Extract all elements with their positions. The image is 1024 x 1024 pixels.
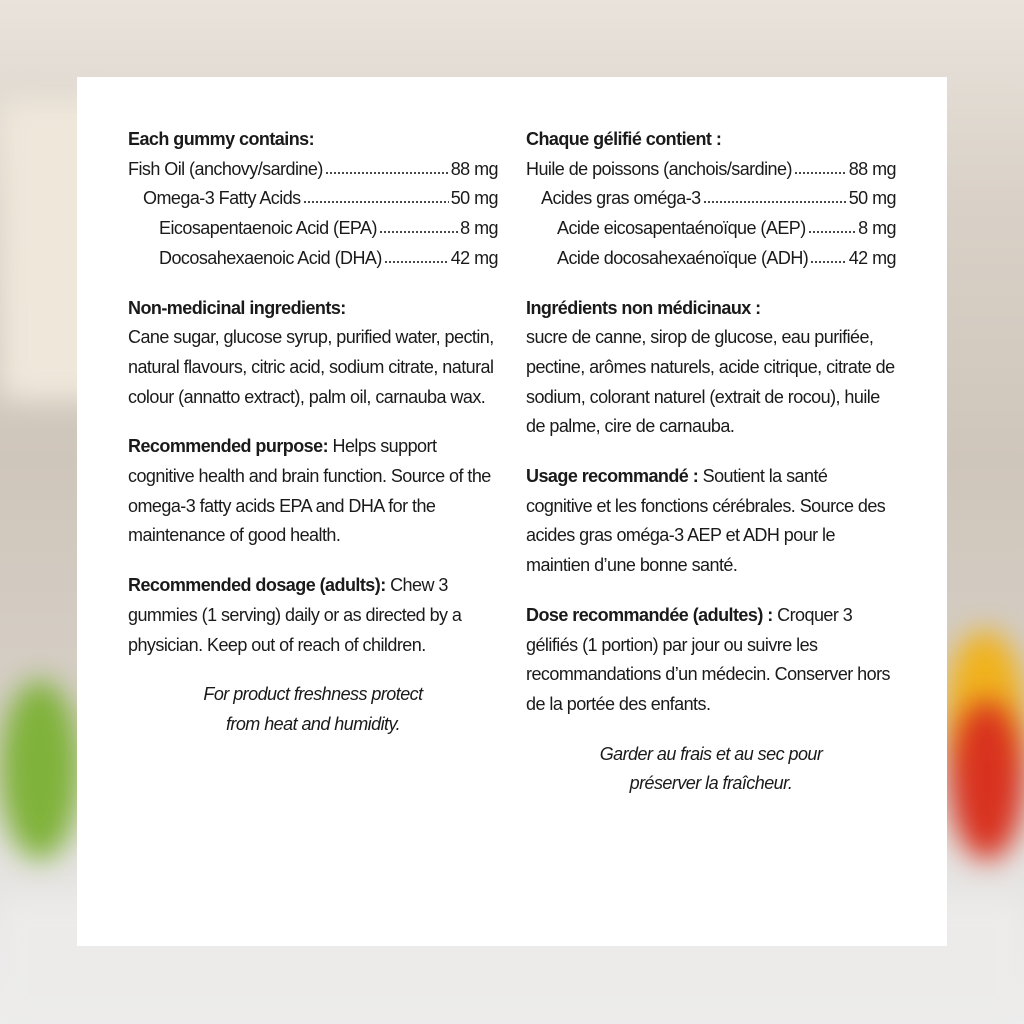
ingredients-section: Chaque gélifié contient : Huile de poiss…	[526, 125, 897, 274]
section-text: Soutient la santé cognitive et les fonct…	[526, 466, 886, 576]
storage-note: For product freshness protect from heat a…	[203, 684, 423, 734]
section-heading: Dose recommandée (adultes) :	[526, 604, 773, 625]
ingredient-row: Huile de poissons (anchois/sardine) 88 mg	[526, 158, 897, 179]
section-heading: Usage recommandé :	[526, 466, 699, 487]
section-heading: Chaque gélifié contient :	[526, 129, 722, 149]
label-card: Each gummy contains: Fish Oil (anchovy/s…	[77, 77, 947, 946]
french-column: Chaque gélifié contient : Huile de poiss…	[526, 125, 897, 799]
section-heading: Non-medicinal ingredients:	[128, 297, 346, 318]
dosage-section: Recommended dosage (adults): Chew 3 gumm…	[128, 571, 498, 660]
section-heading: Recommended purpose:	[128, 436, 329, 457]
english-column: Each gummy contains: Fish Oil (anchovy/s…	[128, 125, 499, 740]
background-apple	[0, 680, 80, 860]
non-medicinal-section: Non-medicinal ingredients: Cane sugar, g…	[128, 294, 498, 413]
ingredient-row: Acide docosahexaénoïque (ADH) 42 mg	[557, 247, 897, 268]
section-text: Helps support cognitive health and brain…	[128, 436, 491, 546]
section-text: sucre de canne, sirop de glucose, eau pu…	[526, 327, 895, 437]
ingredient-row: Eicosapentaenoic Acid (EPA) 8 mg	[159, 218, 499, 239]
purpose-section: Recommended purpose: Helps support cogni…	[128, 432, 498, 551]
section-heading: Ingrédients non médicinaux :	[526, 297, 761, 318]
ingredient-row: Omega-3 Fatty Acids 50 mg	[143, 188, 499, 209]
non-medicinal-section: Ingrédients non médicinaux : sucre de ca…	[526, 294, 896, 443]
section-heading: Each gummy contains:	[128, 129, 315, 149]
ingredients-section: Each gummy contains: Fish Oil (anchovy/s…	[128, 125, 499, 274]
ingredient-row: Acides gras oméga-3 50 mg	[541, 188, 897, 209]
ingredient-row: Docosahexaenoic Acid (DHA) 42 mg	[159, 247, 499, 268]
purpose-section: Usage recommandé : Soutient la santé cog…	[526, 462, 896, 581]
storage-note: Garder au frais et au sec pour préserver …	[599, 743, 823, 794]
background-pepper-red	[950, 700, 1024, 860]
section-text: Croquer 3 gélifiés (1 portion) par jour …	[526, 604, 891, 714]
ingredient-row: Fish Oil (anchovy/sardine) 88 mg	[128, 158, 499, 179]
section-text: Chew 3 gummies (1 serving) daily or as d…	[128, 575, 462, 655]
section-text: Cane sugar, glucose syrup, purified wate…	[128, 327, 494, 407]
section-heading: Recommended dosage (adults):	[128, 575, 386, 596]
dosage-section: Dose recommandée (adultes) : Croquer 3 g…	[526, 601, 896, 720]
ingredient-row: Acide eicosapentaénoïque (AEP) 8 mg	[557, 218, 897, 239]
